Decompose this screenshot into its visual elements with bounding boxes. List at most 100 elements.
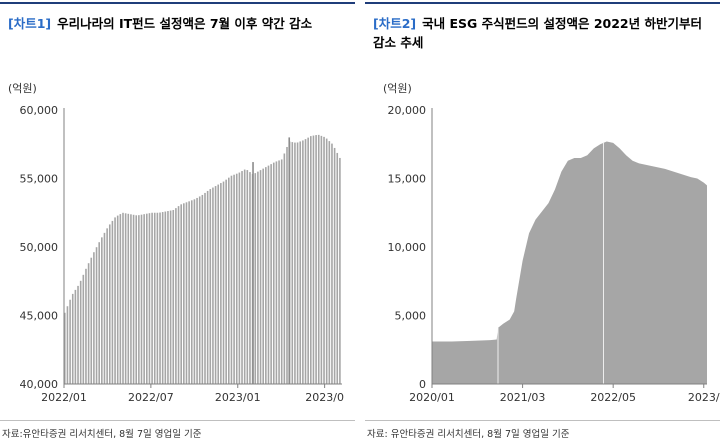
source-note: 자료:유안타증권 리서치센터, 8월 7일 영업일 기준 bbox=[2, 429, 202, 440]
bar bbox=[238, 172, 241, 384]
bar bbox=[77, 285, 79, 384]
bar bbox=[254, 173, 257, 384]
chart-panel-esg-fund: [차트2] 국내 ESG 주식펀드의 설정액은 2022년 하반기부터 감소 추세… bbox=[365, 0, 720, 445]
bar bbox=[246, 170, 249, 384]
title-rule bbox=[365, 2, 720, 4]
bar bbox=[220, 183, 222, 384]
bar bbox=[233, 174, 235, 384]
chart-title: [차트1] 우리나라의 IT펀드 설정액은 7월 이후 약간 감소 bbox=[8, 14, 343, 33]
y-axis-unit: (억원) bbox=[383, 82, 412, 95]
bar bbox=[138, 215, 140, 384]
bar bbox=[132, 214, 135, 384]
bar bbox=[111, 220, 114, 384]
y-tick-label: 55,000 bbox=[20, 173, 59, 186]
chart-tag: [차트1] bbox=[8, 16, 52, 31]
bar bbox=[325, 138, 328, 384]
bar bbox=[304, 139, 307, 384]
bar bbox=[93, 252, 95, 384]
bar bbox=[262, 168, 264, 384]
bar bbox=[108, 224, 111, 384]
bar bbox=[153, 212, 156, 384]
bar bbox=[79, 280, 82, 384]
bar bbox=[212, 187, 214, 384]
bar bbox=[315, 135, 317, 384]
bar-spike bbox=[252, 162, 254, 384]
bar bbox=[307, 137, 309, 384]
bar bbox=[135, 215, 138, 384]
x-tick-label: 2021/03 bbox=[500, 391, 546, 404]
y-axis-unit: (억원) bbox=[8, 82, 37, 95]
bar bbox=[249, 172, 251, 384]
y-tick-label: 15,000 bbox=[388, 173, 427, 186]
x-tick-label: 2023/ bbox=[688, 391, 720, 404]
bar bbox=[280, 159, 283, 384]
bar bbox=[320, 135, 323, 384]
bar bbox=[317, 134, 320, 384]
bar bbox=[278, 160, 280, 384]
x-tick-label: 2022/07 bbox=[128, 391, 174, 404]
bar-spike bbox=[288, 137, 291, 384]
bar bbox=[188, 201, 190, 384]
bar bbox=[183, 203, 185, 384]
x-tick-label: 2023/0 bbox=[305, 391, 344, 404]
bar bbox=[164, 211, 167, 384]
bar bbox=[222, 181, 225, 384]
bar-series bbox=[64, 134, 341, 384]
chart-tag: [차트2] bbox=[373, 16, 417, 31]
chart-title-text: 국내 ESG 주식펀드의 설정액은 2022년 하반기부터 감소 추세 bbox=[373, 16, 702, 50]
bar bbox=[259, 170, 262, 384]
bar bbox=[148, 213, 151, 384]
bar bbox=[122, 212, 124, 384]
bar bbox=[272, 162, 275, 384]
esg-fund-area-chart: 0 5,000 10,000 15,000 20,000 2020/01 2021/03 20… bbox=[388, 104, 720, 404]
source-note: 자료: 유안타증권 리서치센터, 8월 7일 영업일 기준 bbox=[367, 429, 570, 440]
x-tick-label: 2022/05 bbox=[590, 391, 636, 404]
bar bbox=[312, 135, 315, 384]
bar bbox=[106, 228, 108, 384]
footer-rule bbox=[365, 420, 720, 421]
bar bbox=[143, 214, 145, 384]
bar bbox=[198, 196, 201, 384]
bar bbox=[243, 169, 246, 384]
bar bbox=[124, 213, 127, 384]
bar bbox=[119, 214, 122, 384]
bar bbox=[116, 215, 119, 384]
bar bbox=[283, 153, 286, 384]
bar bbox=[214, 186, 217, 384]
area-series bbox=[432, 141, 707, 384]
bar bbox=[87, 263, 90, 384]
bar bbox=[130, 214, 132, 384]
bar bbox=[299, 141, 302, 384]
it-fund-bar-chart: 40,000 45,000 50,000 55,000 60,000 2022/01 202… bbox=[20, 104, 344, 404]
bar bbox=[85, 268, 87, 384]
bar bbox=[177, 206, 180, 384]
bar bbox=[323, 136, 325, 384]
bar bbox=[230, 175, 233, 384]
bar bbox=[161, 212, 164, 384]
bar bbox=[257, 171, 259, 384]
bar bbox=[270, 164, 272, 384]
chart-title: [차트2] 국내 ESG 주식펀드의 설정액은 2022년 하반기부터 감소 추세 bbox=[373, 14, 708, 52]
x-tick-label: 2023/01 bbox=[215, 391, 261, 404]
bar bbox=[204, 192, 206, 384]
bar bbox=[185, 202, 188, 384]
bar bbox=[206, 190, 209, 384]
bar bbox=[69, 299, 71, 384]
y-tick-label: 60,000 bbox=[20, 104, 59, 117]
bar bbox=[98, 242, 100, 384]
bar bbox=[82, 274, 85, 384]
y-tick-label: 10,000 bbox=[388, 241, 427, 254]
bar bbox=[101, 237, 103, 384]
bar bbox=[151, 212, 153, 384]
bar bbox=[190, 200, 193, 384]
bar bbox=[127, 213, 130, 384]
bar bbox=[302, 140, 304, 384]
bar bbox=[225, 179, 227, 384]
bar bbox=[169, 210, 172, 384]
bar bbox=[156, 212, 159, 384]
y-tick-label: 40,000 bbox=[20, 378, 59, 391]
bar bbox=[294, 142, 296, 384]
chart-title-text: 우리나라의 IT펀드 설정액은 7월 이후 약간 감소 bbox=[57, 16, 313, 31]
bar bbox=[175, 208, 177, 384]
bar bbox=[95, 247, 98, 384]
